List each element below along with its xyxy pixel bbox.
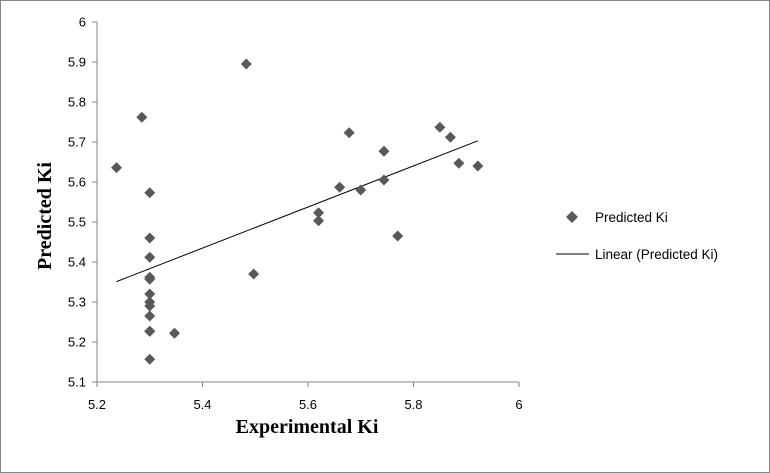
data-point (144, 300, 156, 312)
y-tick-label: 5.3 (68, 295, 86, 310)
data-point (453, 157, 465, 169)
x-tick-label: 6 (515, 397, 522, 412)
data-point (444, 131, 456, 143)
legend-label-trendline: Linear (Predicted Ki) (595, 247, 718, 262)
y-tick-label: 5.8 (68, 95, 86, 110)
data-point (343, 127, 355, 139)
y-axis-title: Predicted Ki (34, 162, 56, 270)
x-tick-label: 5.2 (88, 397, 106, 412)
data-point (392, 230, 404, 242)
y-tick-label: 5.7 (68, 135, 86, 150)
data-point (334, 181, 346, 193)
data-point (144, 187, 156, 199)
data-point (472, 160, 484, 172)
y-tick-label: 5.6 (68, 175, 86, 190)
y-tick-label: 5.2 (68, 335, 86, 350)
x-axis-title: Experimental Ki (236, 416, 379, 438)
data-point (144, 232, 156, 244)
data-point (144, 325, 156, 337)
data-point (144, 310, 156, 322)
legend-label-series: Predicted Ki (595, 210, 668, 225)
trendline (116, 140, 479, 283)
data-points (111, 58, 484, 365)
x-tick-label: 5.4 (193, 397, 211, 412)
data-point (378, 145, 390, 157)
data-point (313, 215, 325, 227)
data-point (144, 273, 156, 285)
data-point (355, 184, 367, 196)
data-point (136, 111, 148, 123)
data-point (144, 288, 156, 300)
data-point (248, 268, 260, 280)
legend-marker-diamond (566, 211, 578, 223)
data-point (169, 327, 181, 339)
y-tick-label: 5.4 (68, 255, 86, 270)
x-axis-ticks: 5.2 5.4 5.6 5.8 6 (88, 382, 523, 412)
data-point (434, 121, 446, 133)
data-point (144, 251, 156, 263)
x-tick-label: 5.8 (404, 397, 422, 412)
y-tick-label: 5.5 (68, 215, 86, 230)
data-point (240, 58, 252, 70)
y-tick-label: 6 (79, 15, 86, 30)
x-tick-label: 5.6 (299, 397, 317, 412)
y-tick-label: 5.9 (68, 55, 86, 70)
data-point (313, 207, 325, 219)
y-tick-label: 5.1 (68, 375, 86, 390)
data-point (144, 353, 156, 365)
y-axis-ticks: 5.1 5.2 5.3 5.4 5.5 5.6 5.7 5.8 5.9 6 (68, 15, 97, 390)
data-point (111, 162, 123, 174)
data-point (378, 174, 390, 186)
legend: Predicted Ki Linear (Predicted Ki) (556, 210, 718, 262)
